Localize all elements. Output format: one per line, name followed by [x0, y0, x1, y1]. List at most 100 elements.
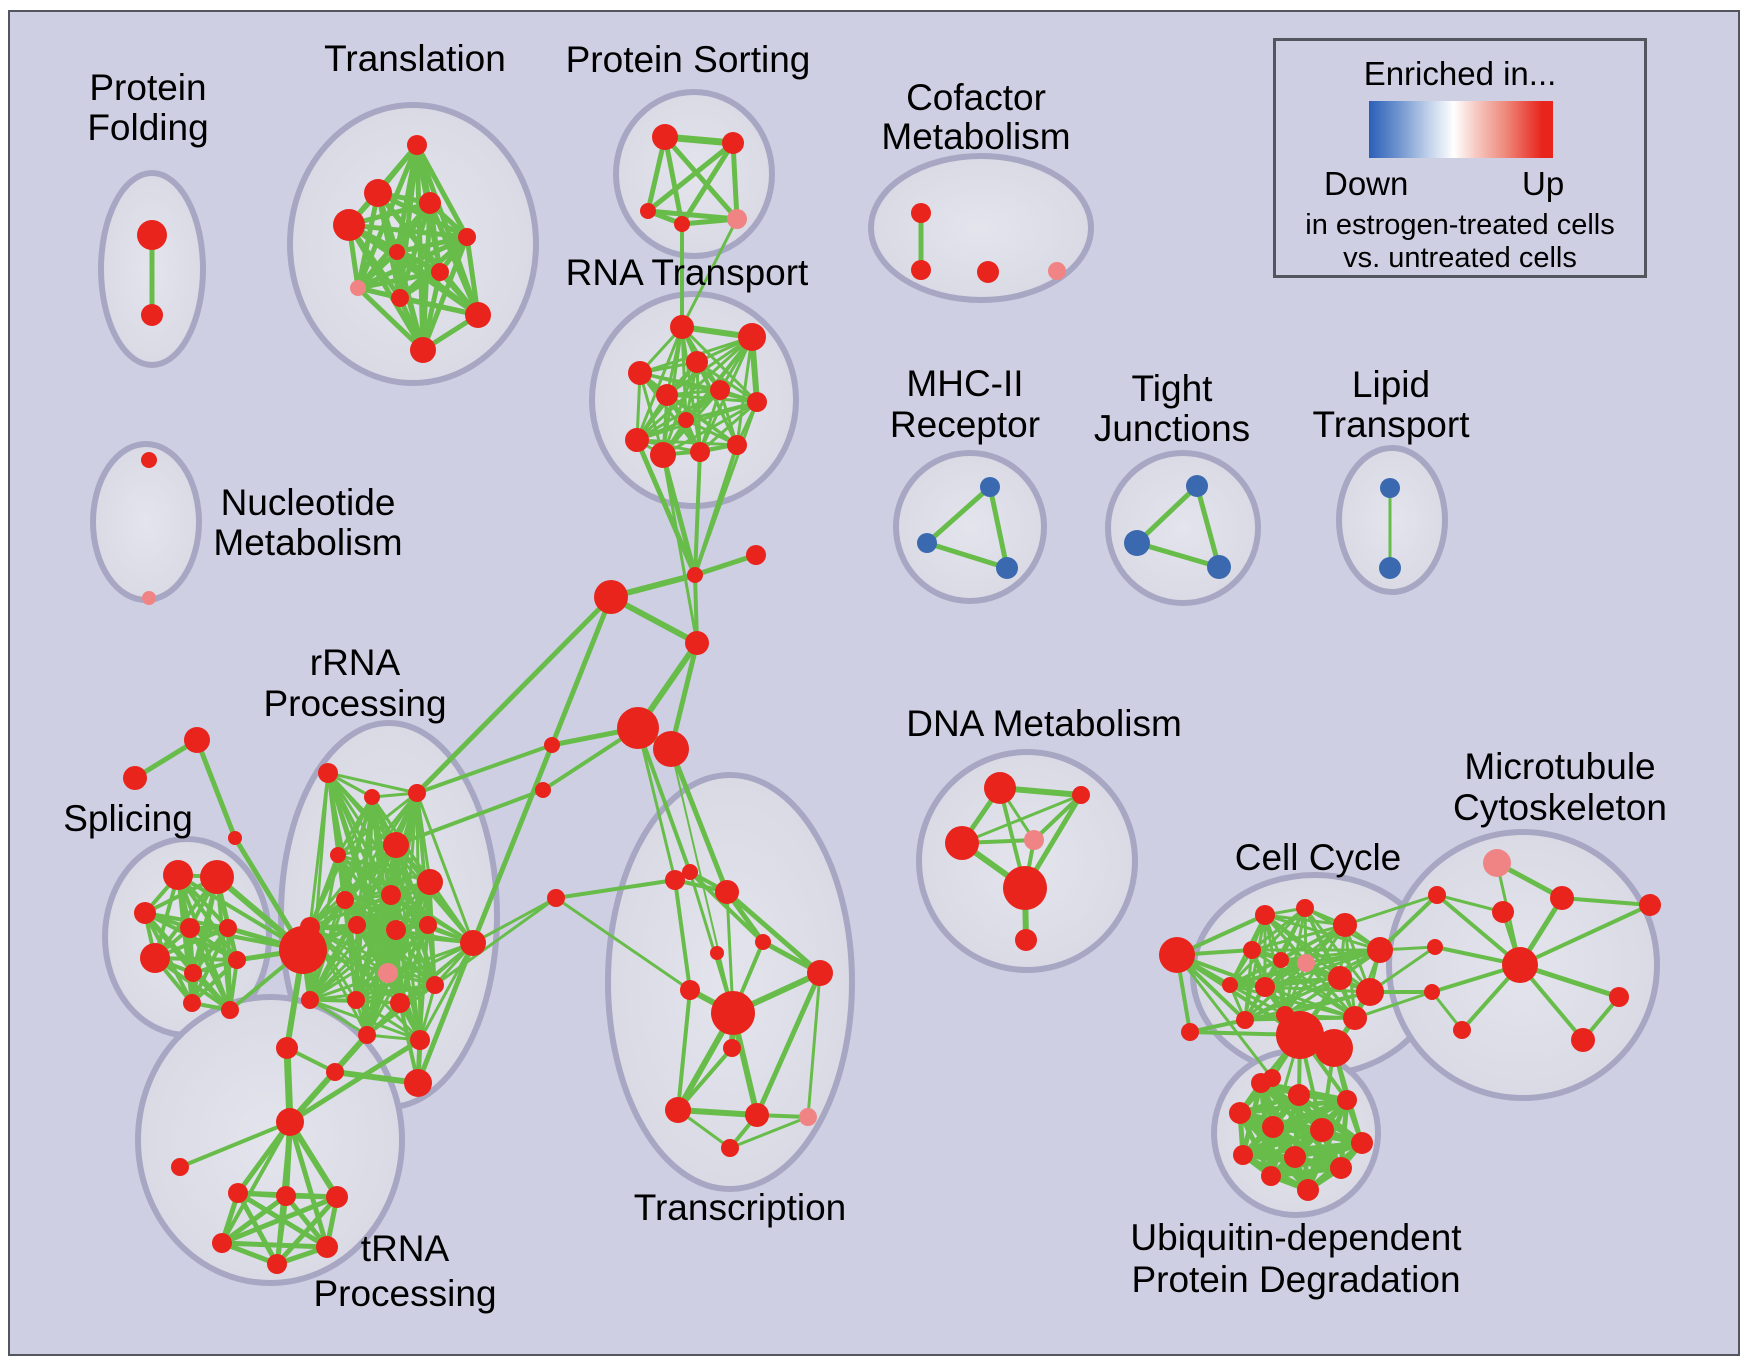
- node-sb: [123, 766, 147, 790]
- node-E1: [617, 707, 659, 749]
- network-edge: [728, 1115, 810, 1150]
- node-r9: [300, 917, 320, 937]
- legend-gradient-bar: [1369, 101, 1553, 158]
- node-tr12: [710, 946, 724, 960]
- network-edge: [693, 400, 759, 577]
- node-rt6: [656, 384, 678, 406]
- node-t10: [465, 302, 491, 328]
- node-H: [279, 926, 327, 974]
- node-cc7: [1367, 937, 1393, 963]
- cluster-label-cofactor-metabolism: Cofactor: [906, 77, 1046, 118]
- node-r15: [347, 991, 365, 1009]
- network-edge: [662, 134, 740, 222]
- node-u9: [1284, 1146, 1306, 1168]
- node-sa: [184, 727, 210, 753]
- network-edge: [1338, 1097, 1350, 1171]
- node-tr9: [745, 1103, 769, 1127]
- node-tr1: [682, 864, 698, 880]
- node-g1: [228, 1183, 248, 1203]
- network-edge: [635, 438, 739, 447]
- cluster-label-trna-processing: Processing: [313, 1273, 496, 1314]
- node-cB: [746, 545, 766, 565]
- network-edge: [326, 771, 419, 795]
- node-g3: [326, 1186, 348, 1208]
- node-mtc2: [1427, 939, 1443, 955]
- network-edge: [287, 1119, 340, 1200]
- node-E2: [653, 731, 689, 767]
- network-edge: [1134, 483, 1200, 546]
- network-edge: [660, 452, 698, 578]
- node-r10: [348, 916, 366, 934]
- legend-box: Enriched in... Down Up in estrogen-treat…: [1273, 38, 1647, 278]
- cluster-label-ubiquitin-degradation: Ubiquitin-dependent: [1130, 1217, 1462, 1258]
- node-r8: [417, 869, 443, 895]
- network-edge: [394, 234, 470, 255]
- network-edge: [394, 788, 545, 847]
- cluster-label-lipid-transport: Lipid: [1352, 364, 1430, 405]
- network-edge: [1268, 1165, 1344, 1179]
- network-edge: [668, 746, 730, 895]
- node-tj3: [1207, 555, 1231, 579]
- cluster-label-rrna-processing: rRNA: [310, 642, 401, 683]
- network-edge: [470, 594, 614, 946]
- node-u8: [1233, 1145, 1253, 1165]
- network-edge: [1228, 983, 1287, 1017]
- network-edge: [355, 923, 369, 1037]
- node-trL: [171, 1158, 189, 1176]
- node-g6: [267, 1254, 287, 1274]
- node-tr11: [721, 1139, 739, 1157]
- node-d6: [1015, 929, 1037, 951]
- node-nm2: [142, 591, 156, 605]
- network-edge: [1268, 1140, 1365, 1179]
- node-t3: [419, 192, 441, 214]
- node-cc14: [1222, 977, 1238, 993]
- node-r13: [378, 963, 398, 983]
- node-cf4: [1048, 262, 1066, 280]
- cluster-label-splicing: Splicing: [63, 798, 193, 839]
- cluster-label-tight-junctions: Tight: [1132, 368, 1214, 409]
- node-ccG2: [1315, 1029, 1353, 1067]
- network-edge: [433, 896, 558, 987]
- network-edge: [693, 450, 702, 577]
- node-cC: [594, 580, 628, 614]
- node-tr2: [715, 880, 739, 904]
- cluster-label-rrna-processing: Processing: [263, 683, 446, 724]
- network-edge: [394, 928, 475, 945]
- network-edge: [1560, 896, 1652, 907]
- network-edge: [355, 249, 400, 291]
- cluster-label-mhc-ii-receptor: Receptor: [890, 404, 1040, 445]
- node-cc0: [1159, 937, 1195, 973]
- node-pf1: [137, 220, 167, 250]
- node-mtc1: [1428, 886, 1446, 904]
- node-g5: [316, 1236, 338, 1258]
- node-mtc3: [1424, 984, 1440, 1000]
- node-r17: [426, 976, 444, 994]
- network-edge: [354, 928, 398, 1002]
- network-edge: [680, 217, 739, 329]
- node-cc10: [1236, 1011, 1254, 1029]
- node-tr8: [665, 1097, 691, 1123]
- node-rt5: [710, 380, 730, 400]
- node-r1: [318, 763, 338, 783]
- node-tj1: [1186, 475, 1208, 497]
- node-cc13: [1343, 1006, 1367, 1030]
- network-edge: [308, 880, 432, 1002]
- node-tj2: [1124, 530, 1150, 556]
- network-edge: [287, 1032, 370, 1125]
- cluster-label-tight-junctions: Junctions: [1094, 408, 1250, 449]
- cluster-label-cofactor-metabolism: Metabolism: [881, 116, 1070, 157]
- network-edge: [680, 325, 688, 422]
- network-edge: [735, 335, 754, 447]
- network-edge: [554, 896, 692, 992]
- node-m1: [980, 477, 1000, 497]
- node-u12: [1297, 1179, 1319, 1201]
- network-edge: [1240, 1127, 1325, 1158]
- node-trH: [276, 1108, 304, 1136]
- node-d2: [945, 826, 979, 860]
- node-s6: [140, 943, 170, 973]
- network-edge: [1194, 483, 1222, 570]
- cluster-label-lipid-transport: Transport: [1313, 404, 1471, 445]
- node-u4: [1229, 1102, 1251, 1124]
- node-tr7: [723, 1039, 741, 1057]
